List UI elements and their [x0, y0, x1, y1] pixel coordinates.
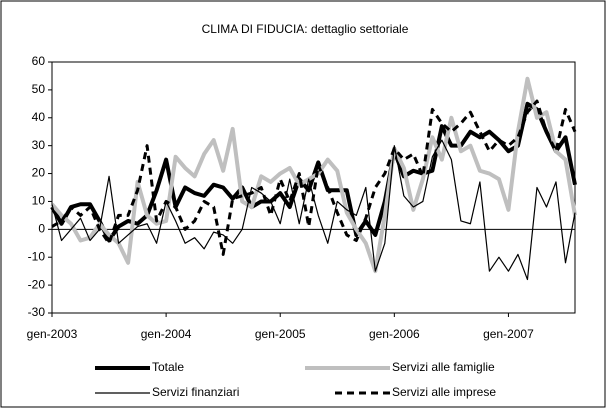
legend-label: Servizi alle imprese — [392, 385, 496, 399]
legend-label: Servizi finanziari — [152, 385, 239, 399]
series-line — [51, 99, 577, 256]
y-tick-label: -20 — [28, 277, 46, 291]
y-tick-label: 40 — [32, 110, 46, 124]
series-line — [50, 76, 577, 274]
y-tick-label: 50 — [32, 82, 46, 96]
plot-area — [51, 61, 576, 314]
y-tick-label: 10 — [32, 194, 46, 208]
chart-title: CLIMA DI FIDUCIA: dettaglio settoriale — [202, 22, 409, 36]
y-tick-label: 20 — [32, 166, 46, 180]
x-tick-label: gen-2007 — [483, 327, 534, 341]
x-tick-label: gen-2006 — [369, 327, 420, 341]
x-tick-label: gen-2003 — [27, 327, 78, 341]
legend-label: Servizi alle famiglie — [392, 360, 495, 374]
y-tick-label: 0 — [38, 222, 45, 236]
y-tick-label: -30 — [28, 305, 46, 319]
x-tick-label: gen-2005 — [255, 327, 306, 341]
x-tick-label: gen-2004 — [141, 327, 192, 341]
y-tick-label: -10 — [28, 249, 46, 263]
legend-label: Totale — [152, 360, 184, 374]
y-tick-label: 30 — [32, 138, 46, 152]
y-tick-label: 60 — [32, 54, 46, 68]
